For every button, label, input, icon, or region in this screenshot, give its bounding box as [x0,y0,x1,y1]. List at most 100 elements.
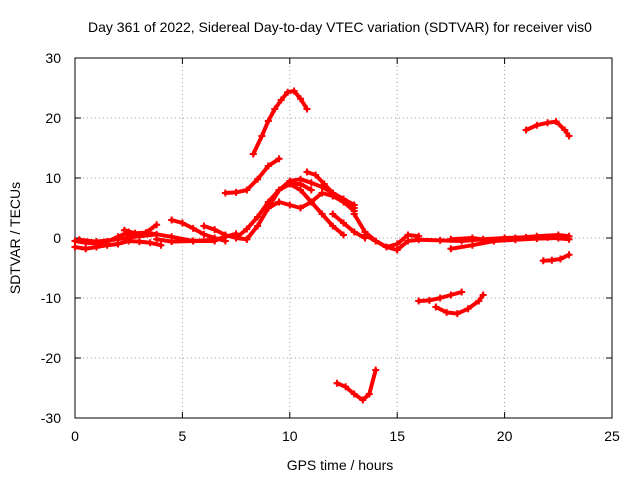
data-point [258,132,266,140]
data-point [340,231,347,239]
data-point [92,238,100,246]
data-point [178,219,186,227]
data-point [264,204,272,212]
data-point [211,226,219,234]
data-point [200,222,208,230]
data-point [275,186,283,194]
data-point [146,239,154,247]
data-point [329,222,337,230]
data-point [277,96,285,104]
y-axis-label: SDTVAR / TECUs [7,182,23,294]
data-point [284,88,292,96]
y-tick-label: -10 [41,290,61,306]
data-point [522,126,530,134]
data-point [415,232,423,240]
data-point [249,150,257,158]
data-point [232,188,240,196]
data-point [329,210,337,218]
series-s18 [448,236,561,243]
data-point [318,189,326,197]
data-point [447,291,455,299]
data-point [350,210,358,218]
data-point [404,237,412,245]
data-point [475,297,483,305]
data-point [365,390,373,398]
data-point [432,303,440,311]
data-point [114,235,122,243]
data-point [565,132,573,140]
data-point [359,396,367,404]
data-point [436,236,444,244]
data-point [303,168,311,176]
data-point [254,175,262,183]
data-point [511,236,519,244]
data-point [254,213,262,221]
data-point [544,119,552,127]
data-point [221,189,229,197]
data-point [286,180,294,188]
data-point [125,231,133,239]
data-point [382,243,390,251]
data-point [415,297,423,305]
data-point [153,235,161,243]
data-point [329,189,337,197]
data-point [458,288,466,296]
x-tick-label: 20 [497,428,513,444]
x-tick-label: 10 [282,428,298,444]
data-point [157,241,165,249]
data-point [71,243,79,251]
y-tick-labels: -30 -20 -10 0 10 20 30 [41,50,61,426]
data-point [290,87,298,95]
data-point [297,186,305,194]
data-point [490,237,498,245]
data-point [243,186,251,194]
data-point [350,228,358,236]
data-point [372,366,380,374]
data-point [552,118,560,126]
chart-title: Day 361 of 2022, Sidereal Day-to-day VTE… [88,19,592,35]
data-point [307,186,315,194]
data-point [189,237,197,245]
data-point [275,198,283,206]
data-point [189,224,197,232]
data-point [561,126,569,134]
data-point [254,222,262,230]
data-point [453,310,461,318]
data-point [153,221,161,229]
y-tick-label: -30 [41,410,61,426]
series-s22 [541,252,571,263]
data-point [82,245,90,253]
data-point [468,234,476,242]
data-point [533,121,541,129]
data-point [393,246,401,254]
y-tick-label: 30 [45,50,61,66]
data-point [264,117,272,125]
data-point [146,229,154,237]
data-point [333,379,341,387]
data-point [120,226,128,234]
x-tick-label: 15 [389,428,405,444]
data-point [243,235,251,243]
data-point [200,230,208,238]
y-tick-label: 20 [45,110,61,126]
data-point [468,241,476,249]
data-point [168,216,176,224]
data-point [447,245,455,253]
data-point [404,231,412,239]
data-point [243,225,251,233]
data-point [297,95,305,103]
data-point [211,236,219,244]
data-point [425,296,433,304]
data-point [168,238,176,246]
data-point [297,175,305,183]
x-tick-label: 5 [179,428,187,444]
data-point [320,180,328,188]
data-point [539,257,547,265]
data-point [307,179,315,187]
data-point [554,234,562,242]
data-point [565,232,573,240]
data-point [232,234,240,242]
data-point [464,305,472,313]
x-tick-label: 25 [604,428,620,444]
